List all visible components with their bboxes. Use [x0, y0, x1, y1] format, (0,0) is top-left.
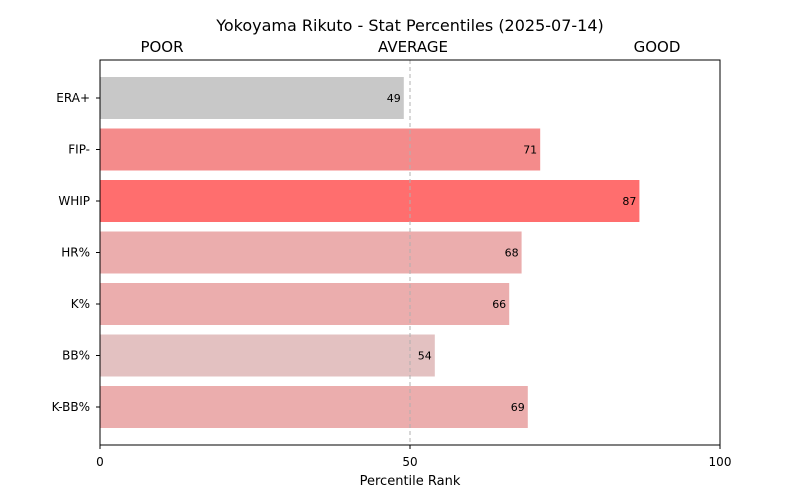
bar-value-label: 54 — [418, 350, 432, 363]
bar-value-label: 69 — [511, 401, 525, 414]
y-tick-label: K-BB% — [52, 400, 90, 414]
bar-k- — [100, 283, 510, 325]
bar-hr- — [100, 231, 522, 274]
zone-label-poor: POOR — [140, 38, 183, 56]
bar-value-label: 68 — [505, 247, 519, 260]
zone-label-good: GOOD — [634, 38, 681, 56]
bar-bb- — [100, 334, 435, 377]
bar-era- — [100, 77, 404, 119]
x-axis-label: Percentile Rank — [360, 474, 461, 489]
axes-layer: ERA+ FIP- WHIP HR% K% BB% K-BB% 0 50 100 — [52, 91, 732, 469]
bar-value-label: 87 — [622, 195, 636, 208]
x-tick-label: 0 — [96, 455, 104, 469]
x-tick-label: 100 — [709, 455, 732, 469]
y-tick-label: ERA+ — [56, 91, 90, 105]
chart-title: Yokoyama Rikuto - Stat Percentiles (2025… — [215, 16, 604, 35]
y-tick-label: FIP- — [68, 143, 90, 157]
y-tick-label: BB% — [62, 349, 90, 363]
bar-fip- — [100, 128, 541, 171]
bar-value-label: 71 — [523, 144, 537, 157]
bar-k-bb- — [100, 386, 528, 428]
y-tick-label: HR% — [61, 246, 90, 260]
bar-whip — [100, 180, 640, 222]
zone-label-average: AVERAGE — [378, 38, 448, 56]
y-tick-label: K% — [71, 297, 90, 311]
y-tick-label: WHIP — [58, 194, 90, 208]
bar-value-label: 66 — [492, 298, 506, 311]
x-tick-label: 50 — [402, 455, 417, 469]
bars-layer: 49 71 87 68 66 54 69 — [100, 77, 640, 428]
bar-value-label: 49 — [387, 92, 401, 105]
